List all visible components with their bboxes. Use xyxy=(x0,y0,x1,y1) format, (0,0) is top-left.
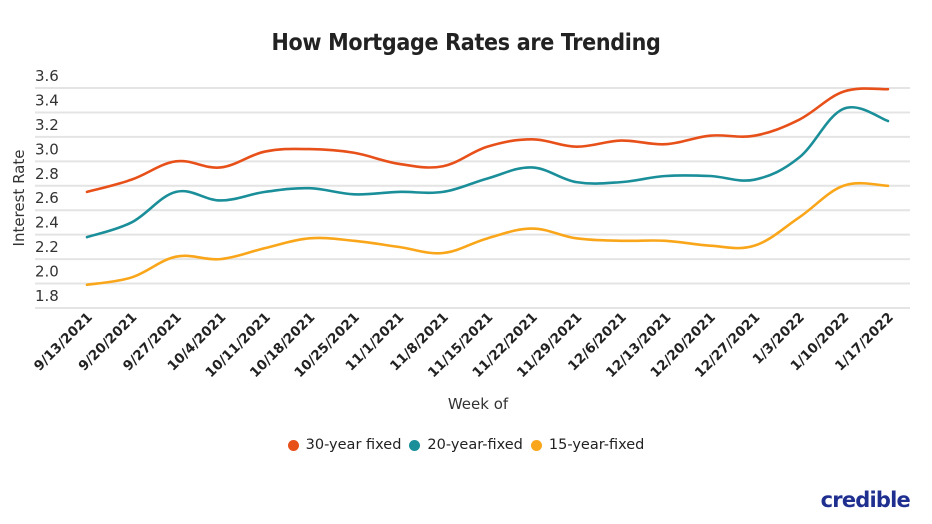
y-tick-label: 3.6 xyxy=(35,67,59,85)
legend-item: 20-year-fixed xyxy=(409,437,523,453)
y-tick-label: 3.2 xyxy=(35,116,59,134)
chart-title: How Mortgage Rates are Trending xyxy=(271,30,661,56)
legend-item: 30-year fixed xyxy=(287,437,402,453)
legend-label: 15-year-fixed xyxy=(548,437,645,453)
legend-dot-icon xyxy=(409,439,421,451)
legend-dot-icon xyxy=(530,439,542,451)
y-tick-label: 2.8 xyxy=(35,165,59,183)
y-axis-label: Interest Rate xyxy=(10,150,28,247)
legend-label: 30-year fixed xyxy=(305,437,402,453)
legend-item: 15-year-fixed xyxy=(530,437,645,453)
series-line-20-year-fixed xyxy=(85,106,890,239)
x-axis-label: Week of xyxy=(448,395,509,413)
y-tick-label: 2.2 xyxy=(35,238,59,256)
y-tick-label: 2.0 xyxy=(35,263,59,281)
y-tick-label: 2.4 xyxy=(35,214,59,232)
y-tick-label: 1.8 xyxy=(35,287,59,305)
y-tick-label: 3.4 xyxy=(35,91,59,109)
credible-logo: credible xyxy=(820,488,911,512)
y-tick-label: 2.6 xyxy=(35,189,59,207)
legend: 30-year fixed 20-year-fixed 15-year-fixed xyxy=(0,437,932,453)
legend-dot-icon xyxy=(287,439,299,451)
y-tick-label: 3.0 xyxy=(35,140,59,158)
legend-label: 20-year-fixed xyxy=(427,437,523,453)
